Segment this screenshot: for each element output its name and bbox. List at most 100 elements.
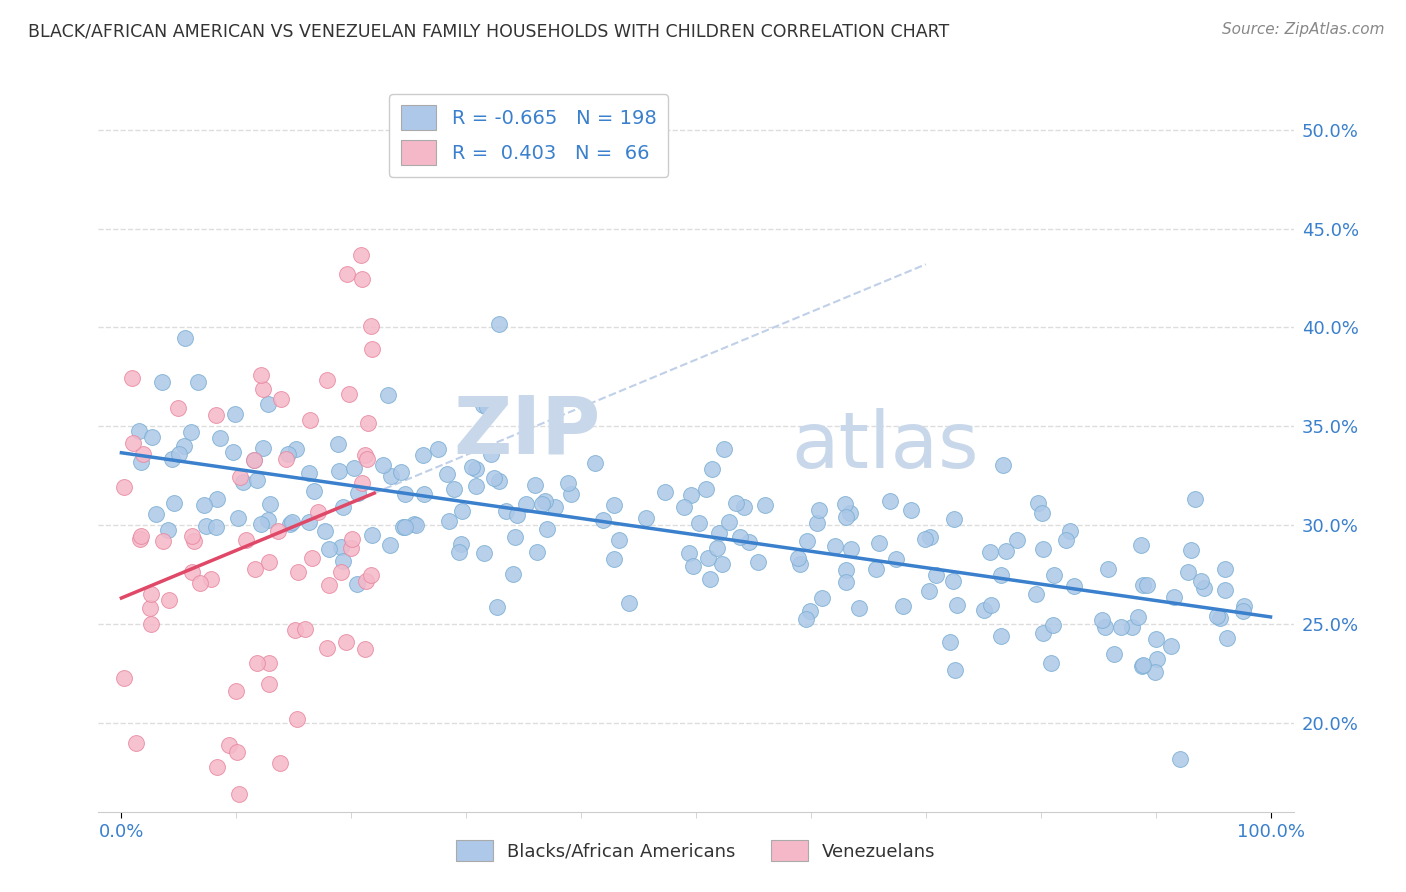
Point xyxy=(318,541,340,556)
Point xyxy=(301,551,323,566)
Point xyxy=(226,510,249,524)
Point xyxy=(350,271,373,285)
Point xyxy=(252,383,274,397)
Point xyxy=(942,511,965,525)
Point xyxy=(285,442,308,456)
Point xyxy=(465,479,488,493)
Point xyxy=(754,498,776,512)
Point xyxy=(1121,620,1143,634)
Point xyxy=(145,508,167,522)
Point xyxy=(796,534,818,549)
Point xyxy=(250,368,273,382)
Point xyxy=(360,567,382,582)
Point xyxy=(252,441,274,455)
Point xyxy=(225,684,247,698)
Point xyxy=(526,545,548,559)
Point xyxy=(326,437,349,451)
Point xyxy=(402,517,425,532)
Point xyxy=(544,500,567,514)
Point xyxy=(218,738,240,752)
Point xyxy=(246,473,269,487)
Point xyxy=(713,442,735,456)
Point xyxy=(228,787,250,801)
Point xyxy=(695,482,717,496)
Point xyxy=(472,399,495,413)
Point xyxy=(314,524,336,538)
Point xyxy=(688,516,710,531)
Point xyxy=(342,461,364,475)
Point xyxy=(128,425,150,439)
Point xyxy=(1130,659,1153,673)
Point xyxy=(673,500,696,514)
Point xyxy=(205,759,228,773)
Point xyxy=(193,498,215,512)
Point xyxy=(297,466,319,480)
Text: atlas: atlas xyxy=(792,408,979,484)
Point xyxy=(700,462,723,476)
Point xyxy=(1109,619,1132,633)
Point xyxy=(707,526,730,541)
Point xyxy=(1163,590,1185,604)
Point xyxy=(391,519,413,533)
Point xyxy=(710,558,733,572)
Point xyxy=(1144,632,1167,646)
Point xyxy=(371,458,394,472)
Point xyxy=(259,497,281,511)
Point xyxy=(257,677,280,691)
Point xyxy=(946,599,969,613)
Point xyxy=(1192,581,1215,595)
Point xyxy=(838,506,860,520)
Point xyxy=(328,464,350,478)
Point xyxy=(298,413,321,427)
Point xyxy=(536,522,558,536)
Point xyxy=(1042,618,1064,632)
Point xyxy=(285,712,308,726)
Point xyxy=(799,604,821,618)
Point xyxy=(1031,506,1053,520)
Point xyxy=(224,407,246,421)
Point xyxy=(464,462,486,476)
Point xyxy=(488,318,510,332)
Point xyxy=(150,375,173,389)
Text: Source: ZipAtlas.com: Source: ZipAtlas.com xyxy=(1222,22,1385,37)
Point xyxy=(1233,599,1256,613)
Point xyxy=(475,400,498,414)
Point xyxy=(412,448,434,462)
Point xyxy=(378,538,401,552)
Point xyxy=(682,559,704,574)
Point xyxy=(174,331,197,345)
Point xyxy=(229,469,252,483)
Point xyxy=(269,756,291,771)
Point xyxy=(221,445,243,459)
Point xyxy=(451,504,474,518)
Point xyxy=(1032,541,1054,556)
Text: ZIP: ZIP xyxy=(453,392,600,470)
Point xyxy=(479,447,502,461)
Point xyxy=(747,555,769,569)
Point xyxy=(112,671,135,685)
Point xyxy=(380,469,402,483)
Point xyxy=(124,737,146,751)
Point xyxy=(180,529,202,543)
Point xyxy=(1132,577,1154,591)
Point xyxy=(1216,631,1239,645)
Point xyxy=(287,566,309,580)
Point xyxy=(350,475,373,490)
Point xyxy=(1005,533,1028,547)
Point xyxy=(307,505,329,519)
Point xyxy=(868,536,890,550)
Point xyxy=(297,515,319,529)
Point xyxy=(943,664,966,678)
Point xyxy=(205,491,228,506)
Point xyxy=(181,565,204,579)
Point xyxy=(1059,524,1081,538)
Point xyxy=(1160,639,1182,653)
Point xyxy=(336,267,359,281)
Point xyxy=(449,545,471,559)
Point xyxy=(294,622,316,636)
Point xyxy=(361,342,384,356)
Point xyxy=(1043,568,1066,582)
Point xyxy=(205,408,228,422)
Point xyxy=(157,523,180,537)
Point xyxy=(808,503,831,517)
